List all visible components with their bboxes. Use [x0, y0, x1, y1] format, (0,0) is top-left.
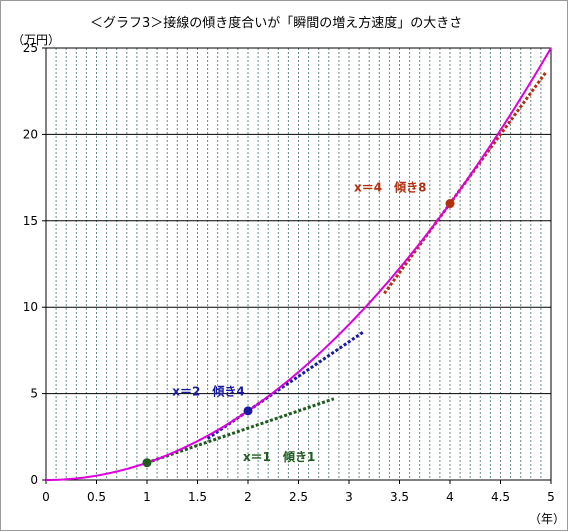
grid: [46, 47, 551, 480]
tangent-point: [445, 199, 455, 209]
x-tick-label: 5: [547, 490, 555, 504]
tangent-annotation: x＝1 傾き1: [243, 449, 315, 464]
tangent-annotation: x＝2 傾き4: [172, 383, 244, 398]
tangent-point: [142, 458, 152, 468]
x-tick-label: 4.5: [491, 490, 510, 504]
x-tick-label: 0: [42, 490, 50, 504]
tick-labels: 0 5 10 15 20 25 0 0.5 1 1.5 2 2.5 3 3.5 4 4.5 5: [23, 41, 555, 504]
x-axis-unit-label: （年）: [529, 512, 565, 526]
curve-line: [45, 47, 552, 481]
x-tick-label: 1.5: [188, 490, 207, 504]
x-tick-label: 4: [446, 490, 454, 504]
x-tick-label: 1: [143, 490, 151, 504]
tangent-line: [146, 397, 335, 465]
x-tick-label: 0.5: [87, 490, 106, 504]
y-tick-label: 5: [30, 387, 38, 401]
y-tick-label: 15: [23, 214, 38, 228]
axes: [42, 47, 552, 484]
annotations: x＝1 傾き1 x＝2 傾き4 x＝4 傾き8: [172, 179, 426, 464]
y-tick-label: 20: [23, 127, 38, 141]
tangent-lines: [146, 71, 548, 465]
chart-title: ＜グラフ3＞接線の傾き度合いが「瞬間の増え方速度」の大きさ: [90, 15, 462, 31]
x-tick-label: 2.5: [289, 490, 308, 504]
x-tick-label: 3.5: [390, 490, 409, 504]
points: [142, 199, 455, 468]
x-tick-label: 3: [345, 490, 353, 504]
y-tick-label: 25: [23, 41, 38, 55]
y-tick-label: 0: [30, 473, 38, 487]
y-axis-unit-label: （万円）: [12, 33, 60, 47]
curve: [45, 47, 552, 481]
tangent-annotation: x＝4 傾き8: [354, 179, 426, 194]
y-tick-label: 10: [23, 300, 38, 314]
tangent-point: [243, 406, 253, 416]
x-tick-label: 2: [244, 490, 252, 504]
